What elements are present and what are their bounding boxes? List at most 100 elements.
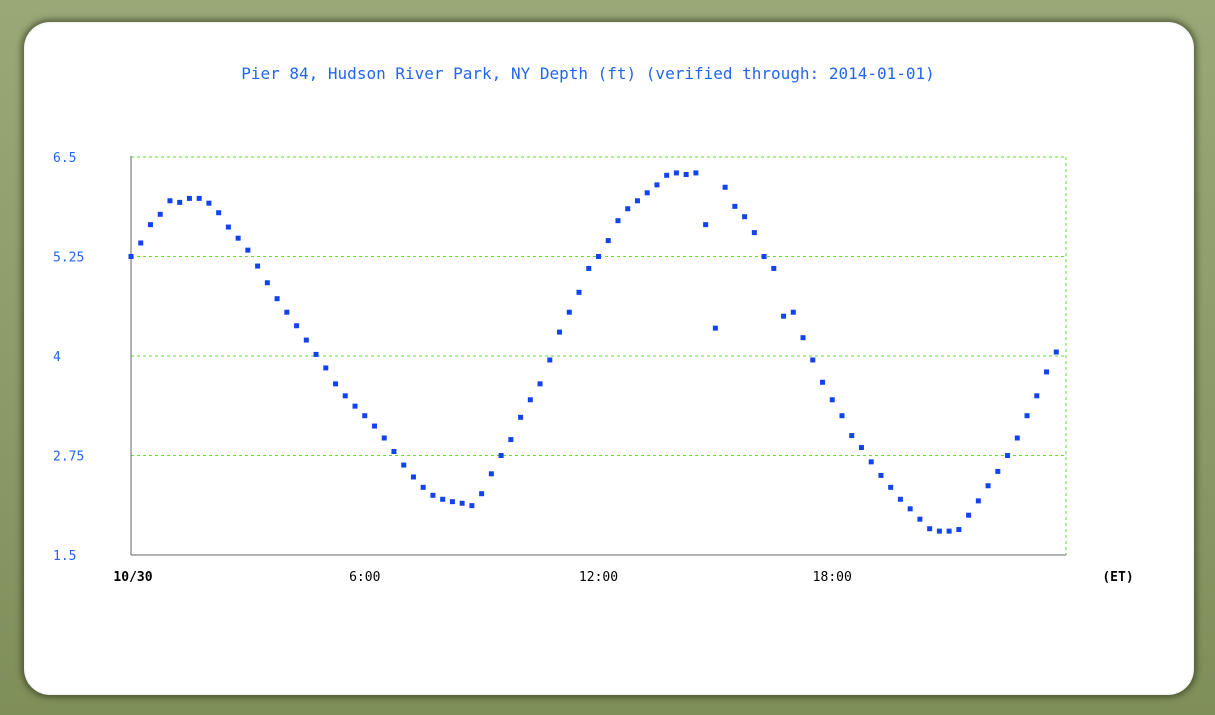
data-point (829, 397, 835, 403)
data-point (177, 199, 183, 205)
data-point (352, 403, 358, 409)
x-tick-label: 10/30 (113, 570, 152, 585)
data-point (274, 296, 280, 302)
data-point (761, 254, 767, 259)
data-point (868, 459, 874, 465)
data-point (245, 247, 251, 253)
data-point (888, 484, 894, 490)
data-point (742, 214, 748, 220)
data-point (966, 512, 972, 518)
y-tick-label: 6.5 (53, 151, 76, 166)
data-point (157, 211, 163, 217)
data-points (128, 170, 1059, 534)
data-point (576, 289, 582, 295)
data-point (800, 335, 806, 341)
x-tick-label: 18:00 (813, 570, 852, 585)
data-point (206, 200, 212, 206)
data-point (878, 472, 884, 478)
data-point (557, 329, 563, 335)
data-point (956, 527, 962, 533)
data-point (625, 206, 631, 212)
data-point (644, 190, 650, 196)
data-point (440, 496, 446, 502)
data-point (235, 235, 241, 241)
data-point (907, 506, 913, 512)
chart-panel (24, 22, 1194, 695)
data-point (985, 483, 991, 489)
grid-layer (131, 156, 1067, 555)
data-point (196, 195, 202, 201)
data-point (459, 500, 465, 506)
data-point (342, 393, 348, 399)
data-point (313, 351, 319, 357)
data-point (303, 337, 309, 343)
data-point (605, 238, 611, 244)
data-point (586, 265, 592, 271)
data-point (537, 381, 543, 387)
data-point (284, 309, 290, 315)
data-point (381, 435, 387, 441)
data-point (975, 498, 981, 504)
data-point (596, 254, 601, 259)
data-point (255, 263, 261, 269)
chart-title: Pier 84, Hudson River Park, NY Depth (ft… (241, 64, 935, 83)
data-point (147, 222, 153, 228)
data-point (1024, 413, 1030, 419)
data-point (1053, 349, 1059, 355)
data-point (810, 357, 816, 363)
data-point (703, 222, 709, 228)
x-unit-label: (ET) (1102, 570, 1133, 585)
data-point (410, 474, 416, 480)
y-axis-ticks: 6.5 5.25 4 2.75 1.5 (53, 151, 84, 564)
data-point (362, 413, 368, 419)
data-point (469, 503, 475, 509)
data-point (946, 528, 952, 534)
data-point (264, 280, 270, 286)
data-point (781, 313, 787, 319)
data-point (566, 309, 572, 315)
data-point (615, 218, 621, 224)
data-point (936, 528, 942, 534)
data-point (897, 496, 903, 502)
data-point (751, 230, 757, 236)
data-point (654, 182, 660, 188)
data-point (371, 423, 377, 429)
data-point (1034, 393, 1040, 399)
data-point (401, 462, 407, 468)
data-point (1005, 453, 1011, 458)
data-point (128, 254, 134, 259)
data-point (722, 184, 728, 190)
data-point (917, 516, 923, 522)
data-point (138, 240, 144, 246)
x-tick-label: 6:00 (349, 570, 380, 585)
data-point (771, 265, 777, 271)
axis-layer (130, 156, 1066, 556)
data-point (1044, 369, 1050, 375)
data-point (849, 433, 855, 439)
data-point (167, 198, 173, 204)
data-point (391, 449, 397, 455)
data-point (693, 170, 699, 176)
data-point (664, 172, 670, 178)
data-point (683, 172, 689, 178)
data-point (547, 357, 553, 363)
x-axis-ticks: 10/30 6:00 12:00 18:00 (113, 570, 851, 585)
data-point (858, 445, 864, 451)
data-point (430, 492, 436, 498)
data-point (839, 413, 845, 419)
data-point (927, 526, 933, 532)
data-point (527, 397, 533, 403)
x-tick-label: 12:00 (579, 570, 618, 585)
data-point (712, 325, 718, 331)
data-point (488, 471, 494, 477)
y-tick-label: 1.5 (53, 549, 76, 564)
data-point (498, 453, 504, 458)
y-tick-label: 2.75 (53, 450, 84, 465)
data-point (790, 309, 796, 315)
data-point (420, 484, 426, 490)
data-point (508, 437, 514, 443)
data-point (732, 203, 738, 209)
y-tick-label: 4 (53, 350, 61, 365)
data-point (634, 198, 640, 204)
data-point (518, 414, 524, 420)
